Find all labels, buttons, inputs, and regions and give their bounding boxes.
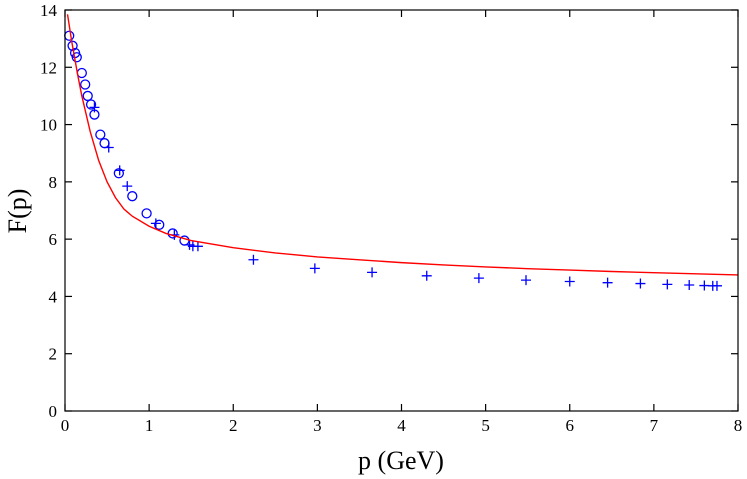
plus-point <box>684 279 695 290</box>
plus-point <box>564 276 575 287</box>
plus-point <box>662 279 673 290</box>
plus-point <box>367 267 378 278</box>
plus-point <box>421 270 432 281</box>
plus-point <box>699 280 710 291</box>
plus-point <box>150 218 161 229</box>
plus-point <box>103 142 114 153</box>
circle-point <box>127 191 138 202</box>
x-axis-title: p (GeV) <box>358 446 444 475</box>
circle-point <box>80 79 91 90</box>
circle-point <box>113 168 124 179</box>
circle-point <box>64 30 75 41</box>
plus-point <box>192 241 203 252</box>
plus-point <box>309 263 320 274</box>
y-tick-label: 4 <box>49 287 58 306</box>
plus-point <box>521 275 532 286</box>
circle-point <box>95 129 106 140</box>
x-tick-label: 8 <box>734 416 743 435</box>
x-tick-label: 3 <box>313 416 322 435</box>
plus-point <box>122 181 133 192</box>
plus-point <box>635 278 646 289</box>
y-tick-label: 12 <box>40 58 57 77</box>
y-axis-title: F(p) <box>3 189 32 234</box>
circle-point <box>67 40 78 51</box>
fit-curve <box>66 14 739 276</box>
plot-frame <box>64 9 739 412</box>
series-layer <box>64 14 739 291</box>
circle-point <box>154 219 165 230</box>
x-tick-label: 6 <box>566 416 575 435</box>
y-tick-label: 6 <box>49 230 58 249</box>
y-tick-label: 0 <box>49 402 58 421</box>
x-tick-label: 0 <box>61 416 70 435</box>
circle-point <box>141 208 152 219</box>
plus-point <box>602 277 613 288</box>
y-tick-label: 14 <box>40 1 58 20</box>
series-circle <box>64 30 190 246</box>
plus-point <box>711 280 722 291</box>
circle-point <box>71 52 82 63</box>
series-line <box>66 14 739 276</box>
x-tick-label: 4 <box>397 416 406 435</box>
x-tick-label: 7 <box>650 416 659 435</box>
y-tick-label: 10 <box>40 116 57 135</box>
x-tick-label: 5 <box>481 416 490 435</box>
plus-point <box>89 102 100 113</box>
circle-point <box>85 99 97 110</box>
plus-point <box>248 254 259 265</box>
circle-point <box>76 67 87 79</box>
circle-point <box>82 90 93 102</box>
plus-point <box>473 273 484 284</box>
plus-point <box>114 165 125 176</box>
x-tick-label: 2 <box>229 416 238 435</box>
y-tick-label: 8 <box>49 173 58 192</box>
y-tick-label: 2 <box>49 345 58 364</box>
x-tick-label: 1 <box>145 416 154 435</box>
series-plus <box>89 102 722 291</box>
circle-point <box>99 138 110 149</box>
